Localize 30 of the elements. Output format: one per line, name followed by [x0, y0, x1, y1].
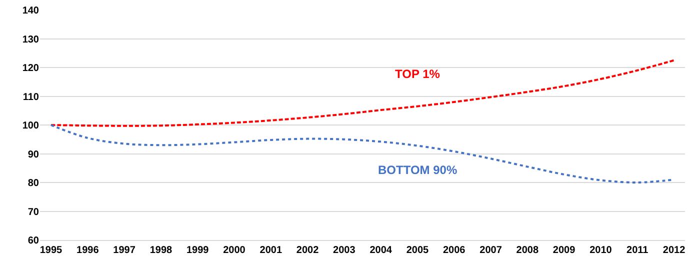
x-tick-label: 2010 [590, 245, 612, 256]
y-tick-label: 140 [22, 6, 40, 16]
x-tick-label: 1995 [40, 245, 63, 256]
x-tick-label: 1998 [150, 245, 172, 256]
y-tick-label: 100 [22, 120, 40, 132]
y-tick-label: 110 [22, 92, 40, 103]
y-tick-label: 130 [22, 34, 40, 46]
y-tick-label: 80 [28, 178, 40, 189]
x-tick-label: 2001 [260, 245, 282, 256]
x-tick-label: 2007 [480, 245, 502, 256]
x-tick-label: 2004 [370, 245, 392, 256]
x-tick-label: 2006 [442, 245, 466, 256]
series-label: BOTTOM 90% [378, 163, 458, 177]
x-tick-label: 1997 [113, 245, 136, 256]
x-tick-label: 1999 [186, 245, 210, 256]
series-label: TOP 1% [395, 67, 440, 81]
x-tick-label: 2003 [333, 245, 356, 256]
x-tick-label: 2002 [296, 245, 320, 256]
y-tick-label: 120 [22, 63, 40, 74]
y-tick-label: 70 [28, 206, 40, 218]
x-tick-label: 2011 [626, 245, 649, 256]
x-tick-label: 2008 [516, 245, 539, 256]
y-tick-label: 90 [28, 149, 40, 160]
x-tick-label: 1996 [76, 245, 100, 256]
x-tick-label: 2009 [552, 245, 576, 256]
x-tick-label: 2005 [406, 245, 430, 256]
y-tick-label: 60 [28, 236, 40, 246]
x-tick-label: 2012 [662, 245, 686, 256]
line-series [50, 59, 676, 127]
x-tick-label: 2000 [223, 245, 246, 256]
